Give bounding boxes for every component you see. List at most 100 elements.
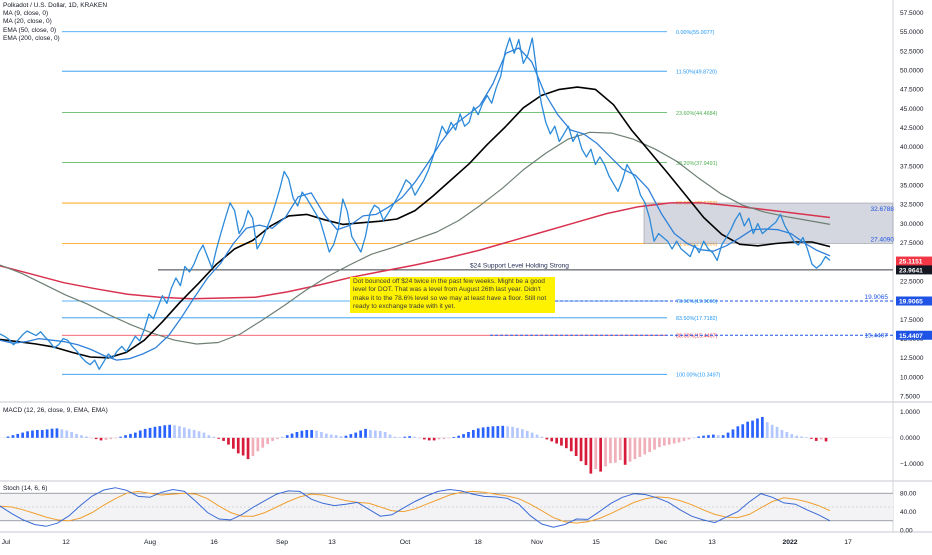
macd-bar xyxy=(609,437,612,464)
macd-bar xyxy=(579,437,583,462)
macd-bar xyxy=(183,427,186,438)
macd-bar xyxy=(50,428,54,438)
macd-bar xyxy=(810,437,813,439)
support-label: $24 Support Level Holding Strong xyxy=(470,262,569,269)
price-badge-label: 19.9065 xyxy=(899,299,923,306)
y-tick-label: 42.5000 xyxy=(900,125,924,132)
y-tick-label: 50.0000 xyxy=(900,67,924,74)
macd-bar xyxy=(618,437,622,461)
macd-bar xyxy=(667,437,671,445)
macd-bar xyxy=(418,437,421,439)
ma20-line xyxy=(0,86,831,359)
macd-y-tick-label: 1.0000 xyxy=(900,409,920,416)
annotation-note[interactable]: Dot bounced off $24 twice in the past fe… xyxy=(350,277,555,313)
macd-bar xyxy=(378,431,382,438)
macd-bar xyxy=(442,437,446,440)
x-tick-label: Dec xyxy=(655,539,668,546)
price-badge xyxy=(896,296,932,306)
highlight-zone[interactable] xyxy=(643,202,894,244)
macd-bar xyxy=(276,437,279,440)
macd-bar xyxy=(202,432,206,438)
x-tick-label: 15 xyxy=(592,539,600,546)
stoch-y-tick-label: 40.00 xyxy=(900,509,917,516)
macd-bar xyxy=(26,431,29,438)
macd-bar xyxy=(653,437,656,450)
macd-bar xyxy=(560,437,563,446)
macd-bar xyxy=(36,430,39,438)
macd-bar xyxy=(393,436,397,438)
macd-bar xyxy=(236,437,240,454)
macd-bar xyxy=(687,437,691,440)
macd-bar xyxy=(251,437,255,456)
macd-pane-label: MACD (12, 26, close, 9, EMA, EMA) xyxy=(3,407,108,414)
x-tick-label: Oct xyxy=(400,539,411,546)
macd-bar xyxy=(285,435,289,438)
fib-level-label: 100.00%(10.3497) xyxy=(676,373,721,379)
macd-bar xyxy=(628,437,632,462)
macd-bar xyxy=(805,437,808,438)
macd-bar xyxy=(437,437,441,440)
macd-bar xyxy=(535,434,539,438)
macd-bar xyxy=(354,432,358,438)
stoch-d-line xyxy=(0,490,831,524)
y-tick-label: 7.5000 xyxy=(900,393,920,400)
y-tick-label: 57.5000 xyxy=(900,10,924,17)
x-tick-label: 18 xyxy=(474,539,482,546)
macd-bar xyxy=(197,431,201,438)
stoch-y-tick-label: 80.00 xyxy=(900,491,917,498)
macd-bar xyxy=(99,437,103,441)
macd-bar xyxy=(134,432,137,438)
y-tick-label: 52.5000 xyxy=(900,48,924,55)
y-tick-label: 22.5000 xyxy=(900,278,924,285)
fib-level-label: 38.20%(37.9491) xyxy=(676,161,718,167)
macd-bar xyxy=(467,432,470,438)
macd-bar xyxy=(344,435,348,438)
macd-bar xyxy=(486,426,490,438)
macd-bar xyxy=(633,437,637,460)
macd-bar xyxy=(589,437,593,474)
macd-bar xyxy=(217,437,220,439)
macd-bar xyxy=(124,435,127,438)
macd-bar xyxy=(790,434,794,438)
y-tick-label: 35.0000 xyxy=(900,183,924,190)
x-tick-label: 13 xyxy=(708,539,716,546)
macd-bar xyxy=(192,430,196,438)
x-tick-label: 16 xyxy=(210,539,218,546)
macd-bar xyxy=(325,433,328,438)
fib-level-label: 61.80%(27.4090) xyxy=(676,242,718,248)
y-tick-label: 40.0000 xyxy=(900,144,924,151)
macd-bar xyxy=(153,426,157,438)
macd-bar xyxy=(550,437,554,442)
y-tick-label: 27.5000 xyxy=(900,240,924,247)
macd-bar xyxy=(383,432,387,438)
macd-bar xyxy=(775,426,779,438)
macd-bar xyxy=(736,426,740,438)
macd-bar xyxy=(158,426,162,438)
price-line xyxy=(0,37,831,370)
fib-level-label: 11.50%(49.8720) xyxy=(676,69,717,75)
macd-bar xyxy=(555,437,558,444)
macd-bar xyxy=(315,430,318,438)
macd-bar xyxy=(359,430,362,438)
macd-bar xyxy=(241,437,245,456)
macd-bar xyxy=(462,434,465,438)
macd-bar xyxy=(129,433,132,438)
macd-bar xyxy=(173,425,176,438)
macd-bar xyxy=(11,435,15,438)
macd-bar xyxy=(756,418,759,438)
macd-bar xyxy=(648,437,651,453)
stoch-y-tick-label: 0.00 xyxy=(900,527,913,534)
macd-bar xyxy=(75,433,78,438)
macd-bar xyxy=(305,430,309,438)
zone-top-label: 32.6788 xyxy=(871,206,895,213)
projection-label: 15.4407 xyxy=(865,332,889,339)
macd-bar xyxy=(819,437,823,440)
macd-bar xyxy=(374,430,377,438)
macd-bar xyxy=(408,436,411,438)
macd-bar xyxy=(707,435,710,438)
macd-bar xyxy=(31,430,34,438)
macd-bar xyxy=(295,432,299,438)
